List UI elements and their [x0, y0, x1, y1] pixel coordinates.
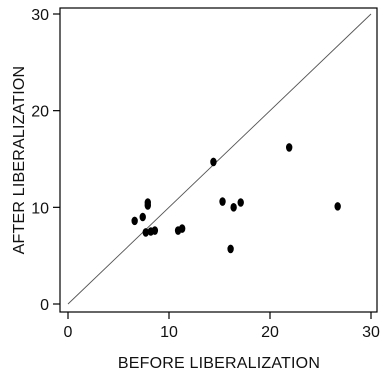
- data-point: [334, 202, 341, 211]
- x-tick-label: 20: [261, 324, 279, 341]
- x-axis-ticks: 0 10 20 30: [64, 312, 380, 341]
- data-point: [131, 216, 138, 226]
- reference-line-group: [67, 13, 372, 305]
- x-tick-label: 30: [362, 324, 380, 341]
- y-axis-ticks: 0 10 20 30: [31, 7, 60, 314]
- data-point: [285, 143, 293, 152]
- data-point: [230, 203, 237, 212]
- data-point: [142, 228, 149, 237]
- x-tick-label: 0: [64, 324, 73, 341]
- data-point: [144, 198, 151, 207]
- y-tick-label: 20: [31, 104, 49, 121]
- reference-line: [67, 13, 372, 305]
- data-point: [139, 212, 146, 222]
- data-points: [131, 143, 341, 254]
- x-axis-title: BEFORE LIBERALIZATION: [118, 355, 320, 372]
- y-tick-label: 30: [31, 7, 49, 24]
- data-point: [210, 157, 217, 167]
- plot-frame: [59, 7, 378, 313]
- data-point: [151, 226, 159, 235]
- data-point: [237, 198, 244, 207]
- y-tick-label: 10: [31, 200, 49, 217]
- x-tick-label: 10: [160, 324, 178, 341]
- data-point: [219, 197, 226, 206]
- y-axis-title: AFTER LIBERALIZATION: [11, 66, 28, 255]
- data-point: [227, 244, 234, 254]
- data-point: [178, 224, 186, 233]
- y-tick-label: 0: [40, 297, 49, 314]
